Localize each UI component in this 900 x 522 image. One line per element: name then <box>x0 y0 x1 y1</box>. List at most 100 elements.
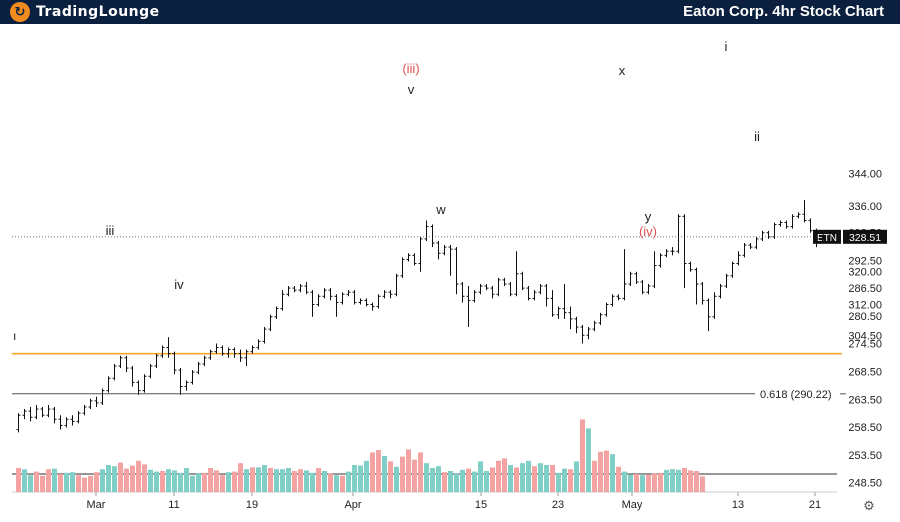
volume-bar <box>238 463 243 492</box>
volume-bar <box>304 470 309 492</box>
volume-bar <box>640 475 645 492</box>
volume-bar <box>190 475 195 492</box>
volume-bar <box>70 472 75 492</box>
volume-bar <box>460 469 465 492</box>
volume-bar <box>550 465 555 492</box>
wave-label-iv-major: (iv) <box>639 224 657 239</box>
volume-bar <box>316 468 321 492</box>
volume-bar <box>442 472 447 492</box>
volume-bar <box>52 468 57 492</box>
volume-bar <box>130 465 135 492</box>
volume-bar <box>424 463 429 492</box>
wave-label-ii: ii <box>754 129 760 144</box>
volume-bar <box>688 470 693 492</box>
volume-bar <box>496 460 501 492</box>
volume-bar <box>616 466 621 492</box>
volume-bar <box>412 459 417 492</box>
volume-bar <box>700 476 705 492</box>
volume-bar <box>508 465 513 492</box>
volume-bar <box>232 471 237 492</box>
fib-618-label: 0.618 (290.22) <box>760 389 832 401</box>
volume-bar <box>178 472 183 492</box>
y-tick-label: 304.50 <box>848 330 882 342</box>
wave-label-y: y <box>645 209 652 224</box>
volume-bar <box>568 469 573 492</box>
volume-bar <box>286 468 291 492</box>
volume-bar <box>376 450 381 492</box>
volume-bar <box>160 471 165 492</box>
volume-bar <box>406 449 411 492</box>
volume-bar <box>562 468 567 492</box>
volume-bar <box>646 474 651 492</box>
volume-bar <box>196 473 201 492</box>
volume-bar <box>244 469 249 492</box>
volume-bar <box>544 465 549 492</box>
volume-bar <box>664 469 669 492</box>
volume-bar <box>682 468 687 492</box>
volume-bar <box>610 454 615 492</box>
volume-bar <box>472 471 477 492</box>
volume-bar <box>526 460 531 492</box>
volume-bar <box>112 466 117 492</box>
volume-bar <box>136 460 141 492</box>
volume-bar <box>226 472 231 492</box>
volume-bar <box>34 471 39 492</box>
volume-bar <box>430 468 435 492</box>
volume-bar <box>262 465 267 492</box>
volume-bar <box>328 473 333 492</box>
y-tick-label: 248.50 <box>848 478 882 490</box>
volume-bar <box>628 474 633 492</box>
volume-bar <box>352 465 357 492</box>
volume-bar <box>538 463 543 492</box>
y-tick-label: 258.50 <box>848 422 882 434</box>
volume-bar <box>340 475 345 492</box>
volume-bar <box>520 463 525 492</box>
y-tick-label: 344.00 <box>848 168 882 180</box>
volume-bar <box>40 475 45 492</box>
volume-bar <box>100 469 105 492</box>
wave-label-iii-major: (iii) <box>402 61 419 76</box>
volume-bar <box>118 462 123 492</box>
volume-bar <box>214 470 219 492</box>
header-bar: ↻ TradingLounge Eaton Corp. 4hr Stock Ch… <box>0 0 900 24</box>
tradinglounge-logo: ↻ TradingLounge <box>10 2 160 22</box>
volume-bar <box>382 456 387 492</box>
volume-bar <box>172 470 177 492</box>
volume-bar <box>400 456 405 492</box>
volume-bar <box>28 475 33 492</box>
volume-bar <box>370 452 375 492</box>
volume-bar <box>658 472 663 492</box>
y-tick-label: 274.50 <box>848 339 882 351</box>
volume-bar <box>148 469 153 492</box>
y-tick-label: 286.50 <box>848 283 882 295</box>
wave-label-x: x <box>619 63 626 78</box>
left-edge-mark: ı <box>13 329 16 343</box>
volume-bar <box>292 471 297 492</box>
volume-bar <box>154 471 159 492</box>
volume-bar <box>202 472 207 492</box>
volume-bar <box>670 469 675 492</box>
y-tick-label: 263.50 <box>848 394 882 406</box>
volume-bar <box>64 472 69 492</box>
volume-bar <box>76 475 81 492</box>
wave-label-v: v <box>408 82 415 97</box>
volume-bar <box>322 471 327 492</box>
volume-bar <box>478 461 483 492</box>
volume-bar <box>94 472 99 492</box>
volume-bar <box>484 471 489 492</box>
x-tick-label: 11 <box>168 499 179 511</box>
volume-bar <box>436 466 441 492</box>
volume-bar <box>622 471 627 492</box>
volume-bar <box>106 465 111 492</box>
volume-bar <box>502 458 507 492</box>
x-tick-label: Mar <box>87 499 106 511</box>
volume-bar <box>298 469 303 492</box>
last-price-tag-box <box>843 229 887 244</box>
volume-bar <box>88 475 93 492</box>
volume-bar <box>676 469 681 492</box>
y-tick-label: 268.50 <box>848 367 882 379</box>
volume-bar <box>22 469 27 492</box>
ticker-tag-label: ETN <box>817 233 837 244</box>
